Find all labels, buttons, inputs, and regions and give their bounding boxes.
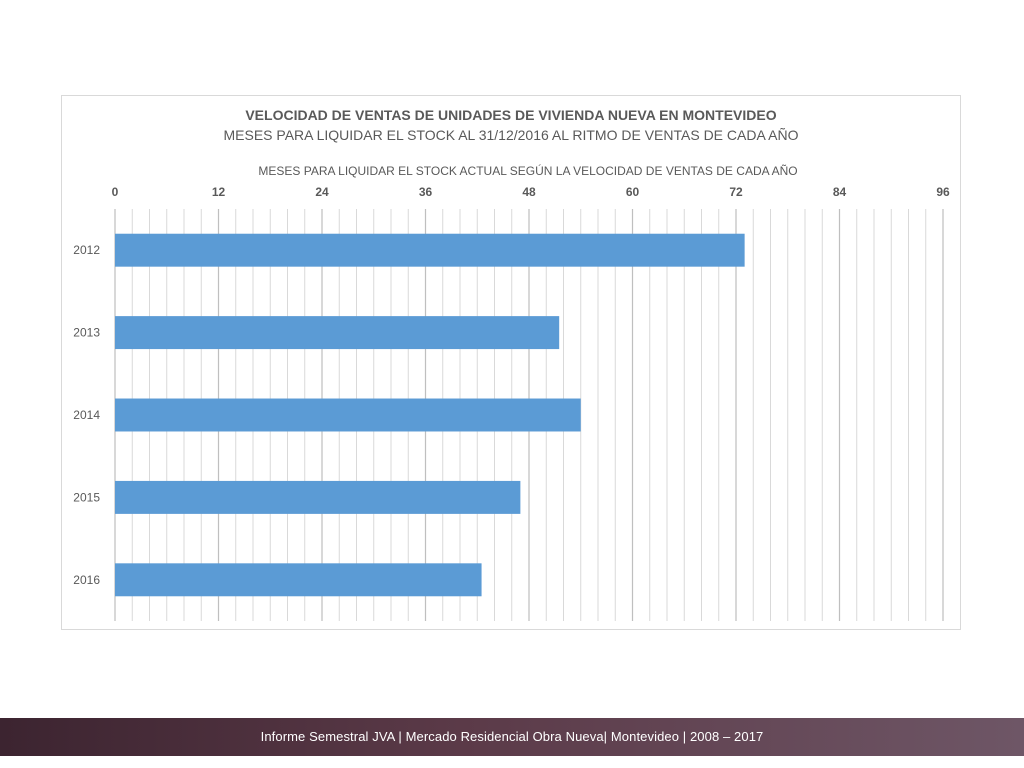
bar-2013	[115, 316, 560, 350]
x-axis-title: MESES PARA LIQUIDAR EL STOCK ACTUAL SEGÚ…	[258, 163, 797, 178]
category-label: 2016	[73, 573, 100, 587]
chart-frame: VELOCIDAD DE VENTAS DE UNIDADES DE VIVIE…	[61, 95, 961, 630]
category-label: 2012	[73, 243, 100, 257]
x-tick-label: 0	[112, 185, 119, 199]
bar-2016	[115, 563, 482, 597]
footer-text: Informe Semestral JVA | Mercado Residenc…	[260, 729, 764, 744]
x-tick-label: 72	[729, 185, 743, 199]
category-label: 2013	[73, 326, 100, 340]
x-tick-label: 96	[936, 185, 950, 199]
bar-2014	[115, 398, 581, 432]
bar-chart: MESES PARA LIQUIDAR EL STOCK ACTUAL SEGÚ…	[73, 163, 950, 621]
bar-2012	[115, 233, 745, 267]
x-tick-label: 36	[419, 185, 433, 199]
bar-2015	[115, 480, 521, 514]
x-tick-label: 12	[212, 185, 226, 199]
category-labels: 2012 2013 2014 2015 2016	[73, 243, 100, 587]
chart-title: VELOCIDAD DE VENTAS DE UNIDADES DE VIVIE…	[245, 107, 777, 123]
category-label: 2014	[73, 408, 100, 422]
x-tick-label: 24	[315, 185, 329, 199]
footer-bar: Informe Semestral JVA | Mercado Residenc…	[0, 718, 1024, 756]
category-label: 2015	[73, 490, 100, 504]
x-tick-labels: 0 12 24 36 48 60 72 84 96	[112, 185, 950, 199]
chart-subtitle: MESES PARA LIQUIDAR EL STOCK AL 31/12/20…	[223, 127, 799, 143]
x-tick-label: 48	[522, 185, 536, 199]
x-tick-label: 60	[626, 185, 640, 199]
x-tick-label: 84	[833, 185, 847, 199]
bars	[115, 233, 745, 597]
